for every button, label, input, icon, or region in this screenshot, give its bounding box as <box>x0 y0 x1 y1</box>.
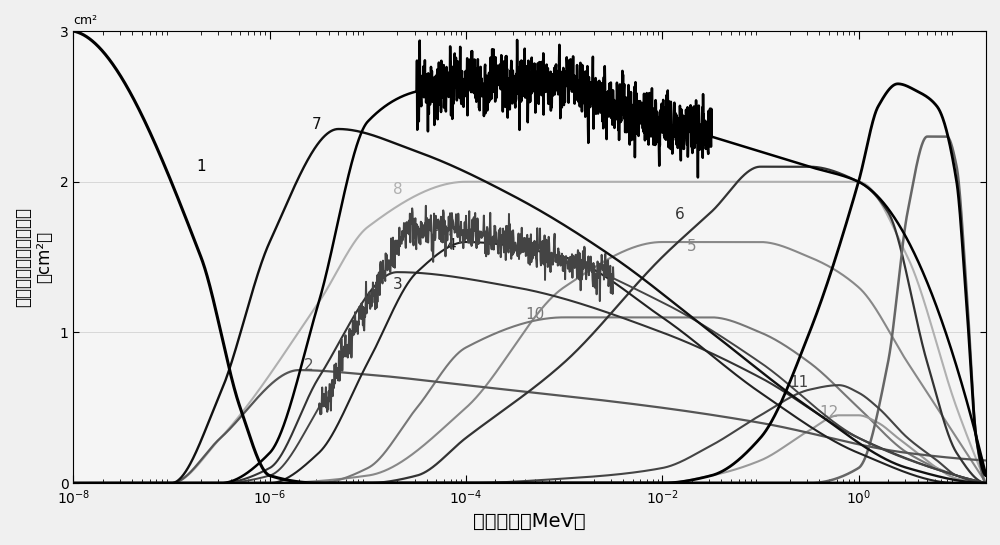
Text: cm²: cm² <box>73 14 97 27</box>
Text: 3: 3 <box>392 277 402 292</box>
Text: 8: 8 <box>393 182 402 197</box>
X-axis label: 中子能量（MeV）: 中子能量（MeV） <box>473 512 586 531</box>
Text: 5: 5 <box>687 239 697 254</box>
Text: 12: 12 <box>819 405 839 420</box>
Text: 9: 9 <box>432 220 441 234</box>
Text: 4: 4 <box>446 238 456 252</box>
Text: 1: 1 <box>196 159 206 174</box>
Text: 7: 7 <box>312 117 321 132</box>
Text: 6: 6 <box>675 208 684 222</box>
Text: 10: 10 <box>525 307 544 322</box>
Y-axis label: 对单位注量中子的响应
（cm²）: 对单位注量中子的响应 （cm²） <box>14 207 53 307</box>
Text: 2: 2 <box>304 358 314 373</box>
Text: 11: 11 <box>790 374 809 390</box>
